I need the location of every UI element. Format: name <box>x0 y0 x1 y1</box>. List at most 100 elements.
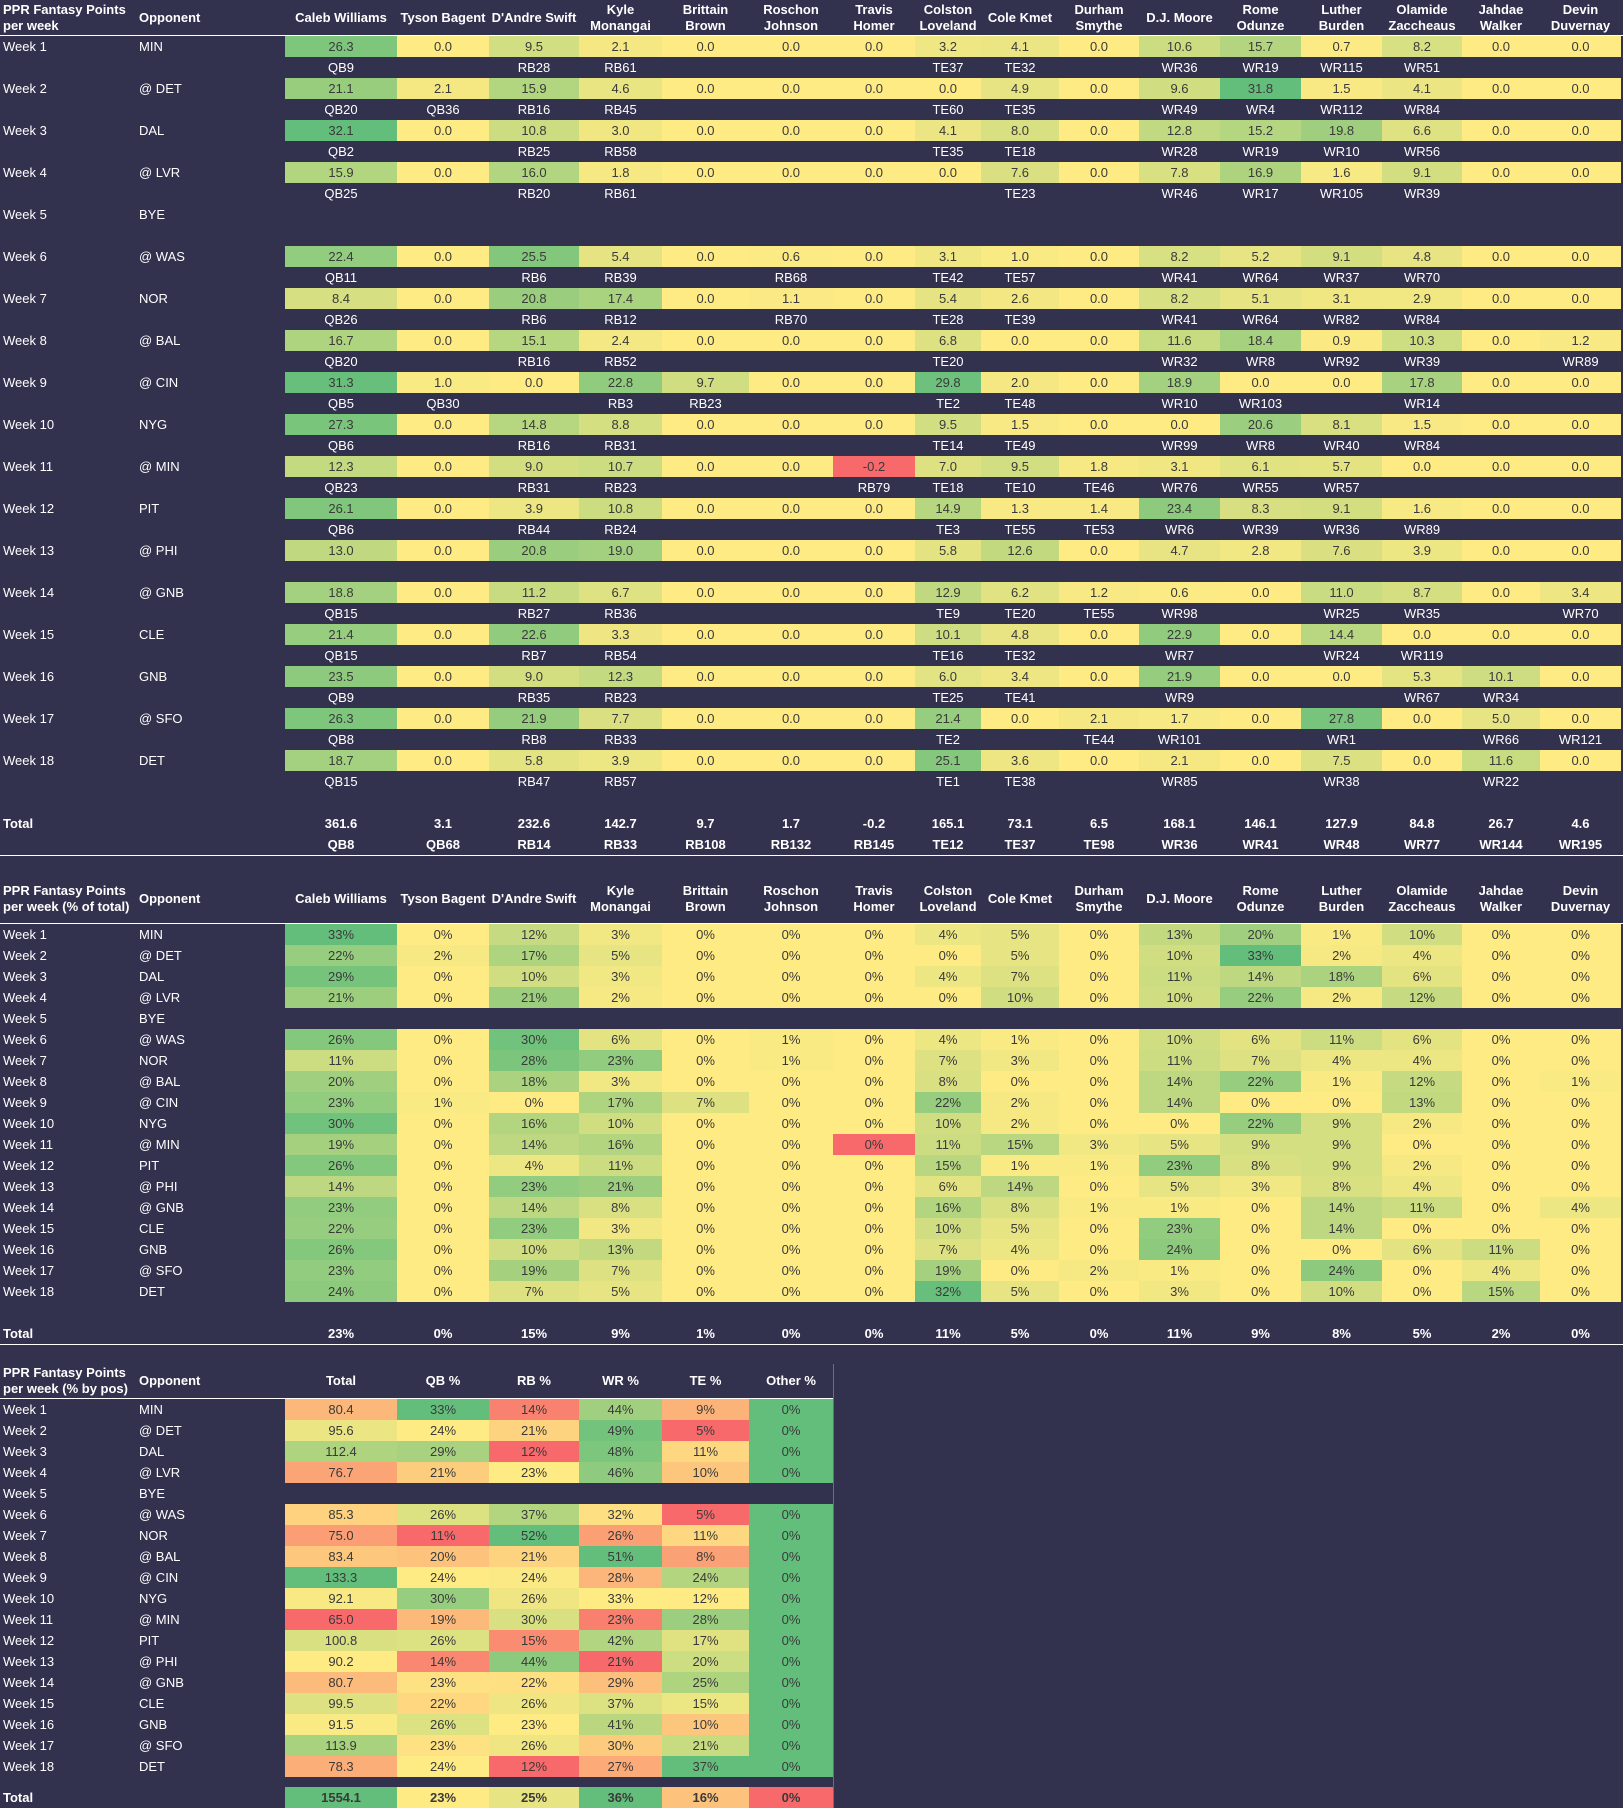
rank-cell <box>1462 477 1540 498</box>
position-percent-cell: 24% <box>397 1420 489 1441</box>
percent-cell: 0% <box>749 1197 833 1218</box>
points-cell: 0.0 <box>1462 624 1540 645</box>
column-header[interactable]: Tyson Bagent <box>400 891 486 906</box>
percent-cell: 23% <box>489 1218 579 1239</box>
column-header[interactable]: Devin Duvernay <box>1550 1 1611 33</box>
rank-cell <box>915 561 981 582</box>
rank-cell: WR76 <box>1161 480 1198 495</box>
column-header[interactable]: Colston Loveland <box>919 1 977 33</box>
column-header[interactable]: QB % <box>425 1373 461 1388</box>
rank-cell <box>1220 687 1301 708</box>
column-header[interactable]: Roschon Johnson <box>763 883 819 914</box>
rank-cell: WR10 <box>1161 396 1198 411</box>
column-header[interactable]: Durham Smythe <box>1074 1 1124 33</box>
column-header[interactable]: TE % <box>689 1373 722 1388</box>
column-header[interactable]: Olamide Zaccheaus <box>1388 883 1456 914</box>
rank-row <box>0 225 1623 246</box>
column-header[interactable]: Roschon Johnson <box>763 1 819 33</box>
percent-cell: 0% <box>662 1155 749 1176</box>
column-header[interactable]: D'Andre Swift <box>491 9 577 25</box>
column-header[interactable]: Travis Homer <box>853 1 895 33</box>
position-percent-cell: 0% <box>749 1504 833 1525</box>
rank-cell <box>749 183 833 204</box>
column-header[interactable]: Brittain Brown <box>682 883 729 914</box>
percent-cell: 19% <box>915 1260 981 1281</box>
position-percent-cell: 37% <box>579 1693 662 1714</box>
rank-cell <box>1059 645 1139 666</box>
points-cell: 0.0 <box>397 330 489 351</box>
column-header[interactable]: Luther Burden <box>1318 1 1365 33</box>
position-percent-cell: 10% <box>662 1462 749 1483</box>
column-header[interactable]: Devin Duvernay <box>1550 883 1611 914</box>
rank-cell <box>833 645 915 666</box>
total-points-cell: 112.4 <box>285 1441 397 1462</box>
column-header[interactable]: Jahdae Walker <box>1478 1 1524 33</box>
header-row: PPR Fantasy Points per week Opponent Caleb… <box>0 0 1623 36</box>
percent-cell: 0% <box>833 1260 915 1281</box>
column-header[interactable]: Luther Burden <box>1318 883 1365 914</box>
column-header[interactable]: D'Andre Swift <box>491 891 577 906</box>
percent-cell: 0% <box>1540 1176 1621 1197</box>
week-row: Week 7 NOR 11% 0% 28% 23% 0% 1% 0% 7% 3% 0% 11% 7% 4% 4… <box>0 1050 1623 1071</box>
rank-cell: TE41 <box>1004 690 1036 705</box>
blank-cell <box>0 603 136 624</box>
percent-cell: 0% <box>1540 924 1621 945</box>
rank-cell: WR49 <box>1161 102 1198 117</box>
week-label: Week 15 <box>3 1696 55 1711</box>
column-header[interactable]: Other % <box>766 1373 816 1388</box>
column-header[interactable]: Cole Kmet <box>987 891 1053 906</box>
column-header[interactable]: Jahdae Walker <box>1478 883 1524 914</box>
column-header[interactable]: Caleb Williams <box>295 891 387 906</box>
points-cell: 0.0 <box>397 624 489 645</box>
points-cell: 14.4 <box>1301 624 1382 645</box>
rank-cell: RB47 <box>517 774 551 789</box>
blank-cell <box>1382 204 1462 225</box>
points-cell: 0.0 <box>1462 372 1540 393</box>
rank-cell: WR28 <box>1161 144 1198 159</box>
percent-cell: 0% <box>662 1113 749 1134</box>
percent-cell: 0% <box>1059 1176 1139 1197</box>
percent-cell: 0% <box>1220 1239 1301 1260</box>
column-header[interactable]: Opponent <box>139 1373 201 1388</box>
column-header[interactable]: Rome Odunze <box>1236 1 1285 33</box>
percent-cell: 26% <box>285 1155 397 1176</box>
column-header[interactable]: WR % <box>602 1373 639 1388</box>
rank-cell <box>833 57 915 78</box>
points-cell: 20.8 <box>489 540 579 561</box>
column-header[interactable]: Travis Homer <box>853 883 895 914</box>
percent-cell: 0% <box>662 1071 749 1092</box>
column-header[interactable]: Rome Odunze <box>1236 883 1285 914</box>
points-cell: 10.7 <box>579 456 662 477</box>
week-row: Week 12 PIT 26% 0% 4% 11% 0% 0% 0% 15% 1% 1% 23% 8% 9%… <box>0 1155 1623 1176</box>
column-header[interactable]: Total <box>325 1373 357 1388</box>
blank-cell <box>397 225 489 246</box>
rank-cell: WR64 <box>1242 270 1279 285</box>
column-header[interactable]: Colston Loveland <box>919 883 977 914</box>
column-header[interactable]: Durham Smythe <box>1074 883 1124 914</box>
column-header[interactable]: RB % <box>517 1373 551 1388</box>
points-cell: 7.8 <box>1139 162 1220 183</box>
column-header[interactable]: Caleb Williams <box>295 9 387 25</box>
column-header[interactable]: Kyle Monangai <box>590 1 651 33</box>
percent-cell: 9% <box>1220 1134 1301 1155</box>
column-header[interactable]: Kyle Monangai <box>590 883 651 914</box>
rank-cell: QB15 <box>324 606 358 621</box>
column-header[interactable]: D.J. Moore <box>1146 9 1213 25</box>
percent-cell: 22% <box>285 1218 397 1239</box>
column-header[interactable]: Olamide Zaccheaus <box>1388 1 1456 33</box>
blank-cell <box>1059 204 1139 225</box>
column-header[interactable]: D.J. Moore <box>1146 891 1213 906</box>
header-row: PPR Fantasy Points per week (% of total)… <box>0 875 1623 924</box>
column-header[interactable]: Brittain Brown <box>682 1 729 33</box>
points-cell: 16.9 <box>1220 162 1301 183</box>
column-header[interactable]: Cole Kmet <box>987 9 1053 25</box>
rank-row <box>0 561 1623 582</box>
rank-cell <box>1059 183 1139 204</box>
blank-cell <box>1139 204 1220 225</box>
position-percent-cell: 21% <box>489 1420 579 1441</box>
total-percent-cell: 0% <box>1571 1326 1590 1341</box>
opponent-label: @ DET <box>139 1423 182 1438</box>
blank-cell <box>0 435 136 456</box>
column-header[interactable]: Tyson Bagent <box>400 9 486 25</box>
percent-cell: 16% <box>915 1197 981 1218</box>
